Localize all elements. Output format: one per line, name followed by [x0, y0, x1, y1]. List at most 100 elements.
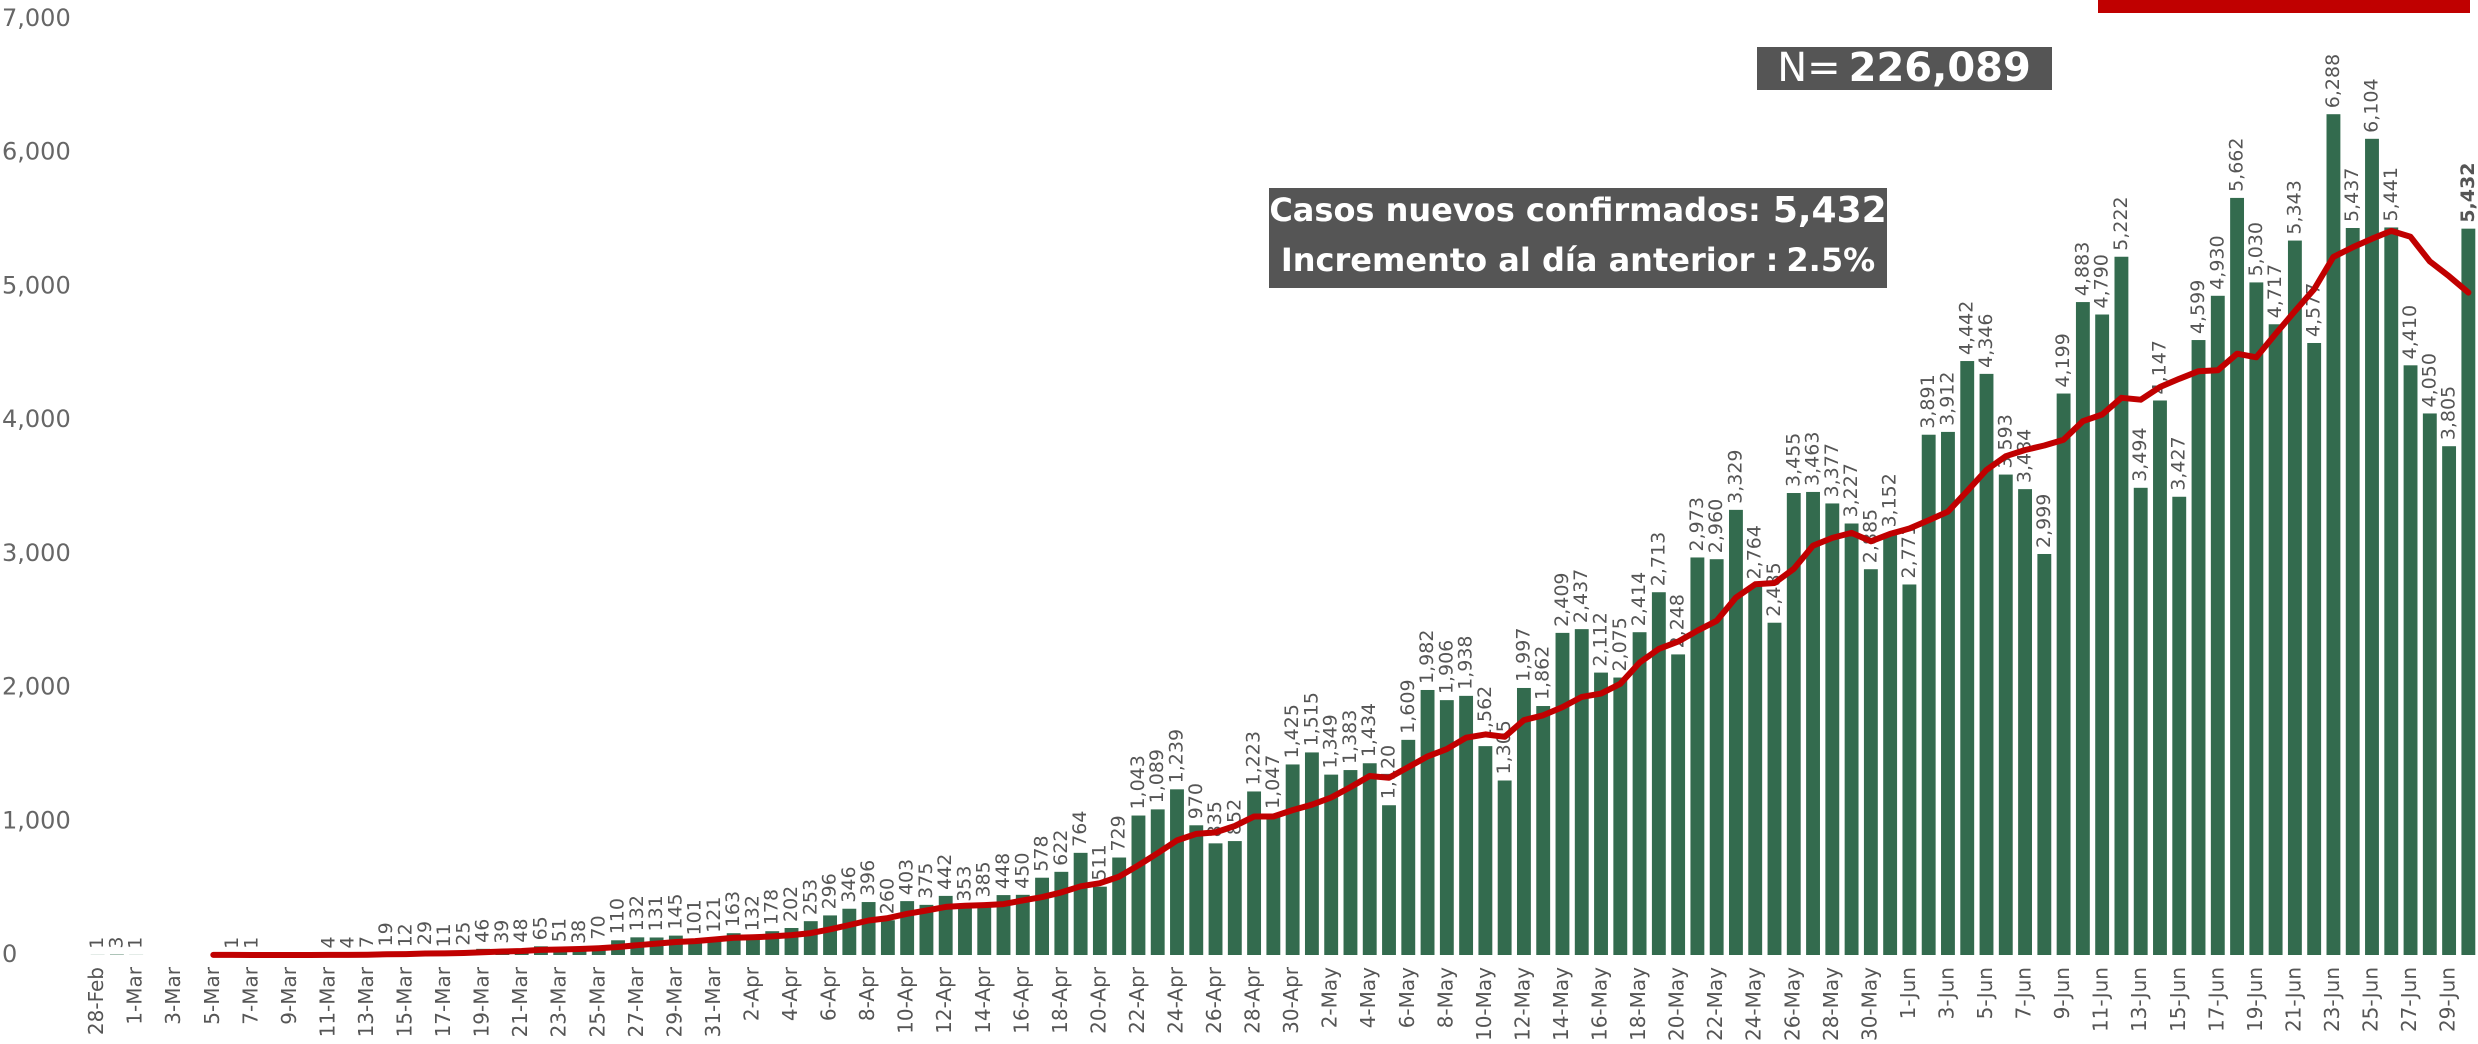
data-label: 578: [1031, 835, 1053, 871]
x-tick-label: 25-Mar: [585, 966, 609, 1037]
new-cases-label: Casos nuevos confirmados:: [1269, 191, 1761, 229]
bar: [1709, 559, 1724, 955]
data-label: 132: [741, 895, 763, 931]
bar: [2172, 496, 2187, 955]
bar: [1806, 491, 1820, 955]
data-label: 1,997: [1512, 628, 1534, 682]
bar: [900, 901, 915, 955]
x-tick-label: 16-May: [1588, 967, 1612, 1041]
bar: [1304, 752, 1319, 955]
bar: [1671, 654, 1686, 955]
data-label: 2,248: [1667, 594, 1689, 648]
data-label: 1,982: [1416, 630, 1438, 684]
data-label: 1,434: [1358, 703, 1380, 757]
data-label: 353: [953, 866, 975, 902]
bar: [2422, 413, 2437, 955]
bar: [2191, 340, 2206, 956]
data-label: 46: [472, 919, 494, 943]
data-label: 1,043: [1127, 755, 1149, 809]
bar: [1015, 894, 1030, 955]
x-tick-label: 19-Jun: [2243, 967, 2267, 1032]
bar: [1613, 677, 1628, 955]
data-label: 4: [337, 936, 359, 948]
data-label: 1,223: [1243, 731, 1265, 785]
bar: [2133, 487, 2148, 955]
x-tick-label: 22-Apr: [1125, 966, 1149, 1034]
data-label: 4,790: [2091, 254, 2113, 308]
header-accent: [2098, 0, 2470, 13]
x-tick-label: 25-Jun: [2358, 967, 2382, 1032]
data-label: 1,349: [1320, 714, 1342, 768]
data-label: 1,383: [1339, 710, 1361, 764]
x-tick-label: 21-Mar: [508, 966, 532, 1037]
bar: [1651, 592, 1666, 955]
bar: [2365, 138, 2379, 956]
bar: [1401, 739, 1416, 955]
data-label: 5,437: [2341, 168, 2363, 222]
total-value: 226,089: [1849, 45, 2031, 91]
total-box: [1757, 47, 2052, 90]
x-tick-label: 13-Jun: [2127, 967, 2151, 1032]
data-label: 4,930: [2206, 235, 2228, 289]
x-tick-label: 10-May: [1472, 967, 1496, 1041]
data-label: 3,427: [2168, 436, 2190, 490]
data-label: 202: [780, 886, 802, 922]
bar: [1574, 629, 1589, 955]
bar: [938, 895, 953, 955]
bar: [2326, 114, 2341, 955]
data-label: 11: [433, 923, 455, 947]
x-tick-label: 22-May: [1703, 967, 1727, 1041]
bar: [1729, 509, 1743, 955]
x-tick-label: 18-Apr: [1048, 966, 1072, 1034]
data-label: 1,515: [1300, 692, 1322, 746]
data-label: 2,960: [1705, 499, 1727, 553]
x-tick-label: 11-Jun: [2089, 967, 2113, 1032]
data-label: 3,494: [2129, 427, 2151, 481]
x-tick-label: 12-May: [1510, 967, 1534, 1041]
x-tick-label: 24-Apr: [1163, 966, 1187, 1034]
increase-annotation: Incremento al día anterior :2.5%: [1281, 241, 1875, 279]
data-label: 131: [645, 895, 667, 931]
x-tick-label: 26-May: [1780, 967, 1804, 1041]
data-label: 19: [375, 922, 397, 946]
bar: [1054, 871, 1069, 955]
bar: [572, 949, 587, 955]
x-tick-label: 2-Apr: [739, 966, 763, 1021]
bar: [1941, 431, 1955, 955]
bar: [1131, 815, 1146, 955]
y-tick-label: 1,000: [2, 806, 71, 834]
x-tick-label: 8-Apr: [855, 966, 879, 1021]
x-tick-label: 17-Mar: [431, 966, 455, 1037]
data-label: 3,455: [1782, 433, 1804, 487]
bar: [996, 895, 1011, 955]
x-tick-label: 29-Jun: [2436, 967, 2460, 1032]
bar: [1536, 706, 1551, 955]
bar: [2210, 295, 2225, 955]
data-label: 396: [857, 860, 879, 896]
bar: [977, 903, 992, 955]
data-label: 4,410: [2399, 305, 2421, 359]
data-label: 403: [896, 859, 918, 895]
x-tick-label: 23-Jun: [2320, 967, 2344, 1032]
data-label: 729: [1108, 815, 1130, 851]
data-label: 1: [86, 937, 108, 949]
bar: [2307, 342, 2322, 955]
bar: [1227, 841, 1242, 955]
bar: [1594, 672, 1608, 955]
data-label: 4,883: [2071, 242, 2093, 296]
x-tick-label: 28-Feb: [84, 967, 108, 1035]
x-tick-label: 15-Jun: [2166, 967, 2190, 1032]
bar: [1035, 877, 1050, 955]
bar: [1902, 584, 1917, 955]
y-tick-label: 3,000: [2, 539, 71, 567]
data-label: 5,432: [2457, 163, 2478, 223]
x-tick-label: 3-Mar: [161, 966, 185, 1024]
data-label: 6,104: [2360, 78, 2382, 132]
x-tick-label: 1-Jun: [1896, 967, 1920, 1019]
x-tick-label: 21-Jun: [2281, 967, 2305, 1032]
bar: [1555, 632, 1570, 955]
bar: [2403, 365, 2418, 955]
bar: [1632, 632, 1647, 955]
data-label: 163: [722, 891, 744, 927]
